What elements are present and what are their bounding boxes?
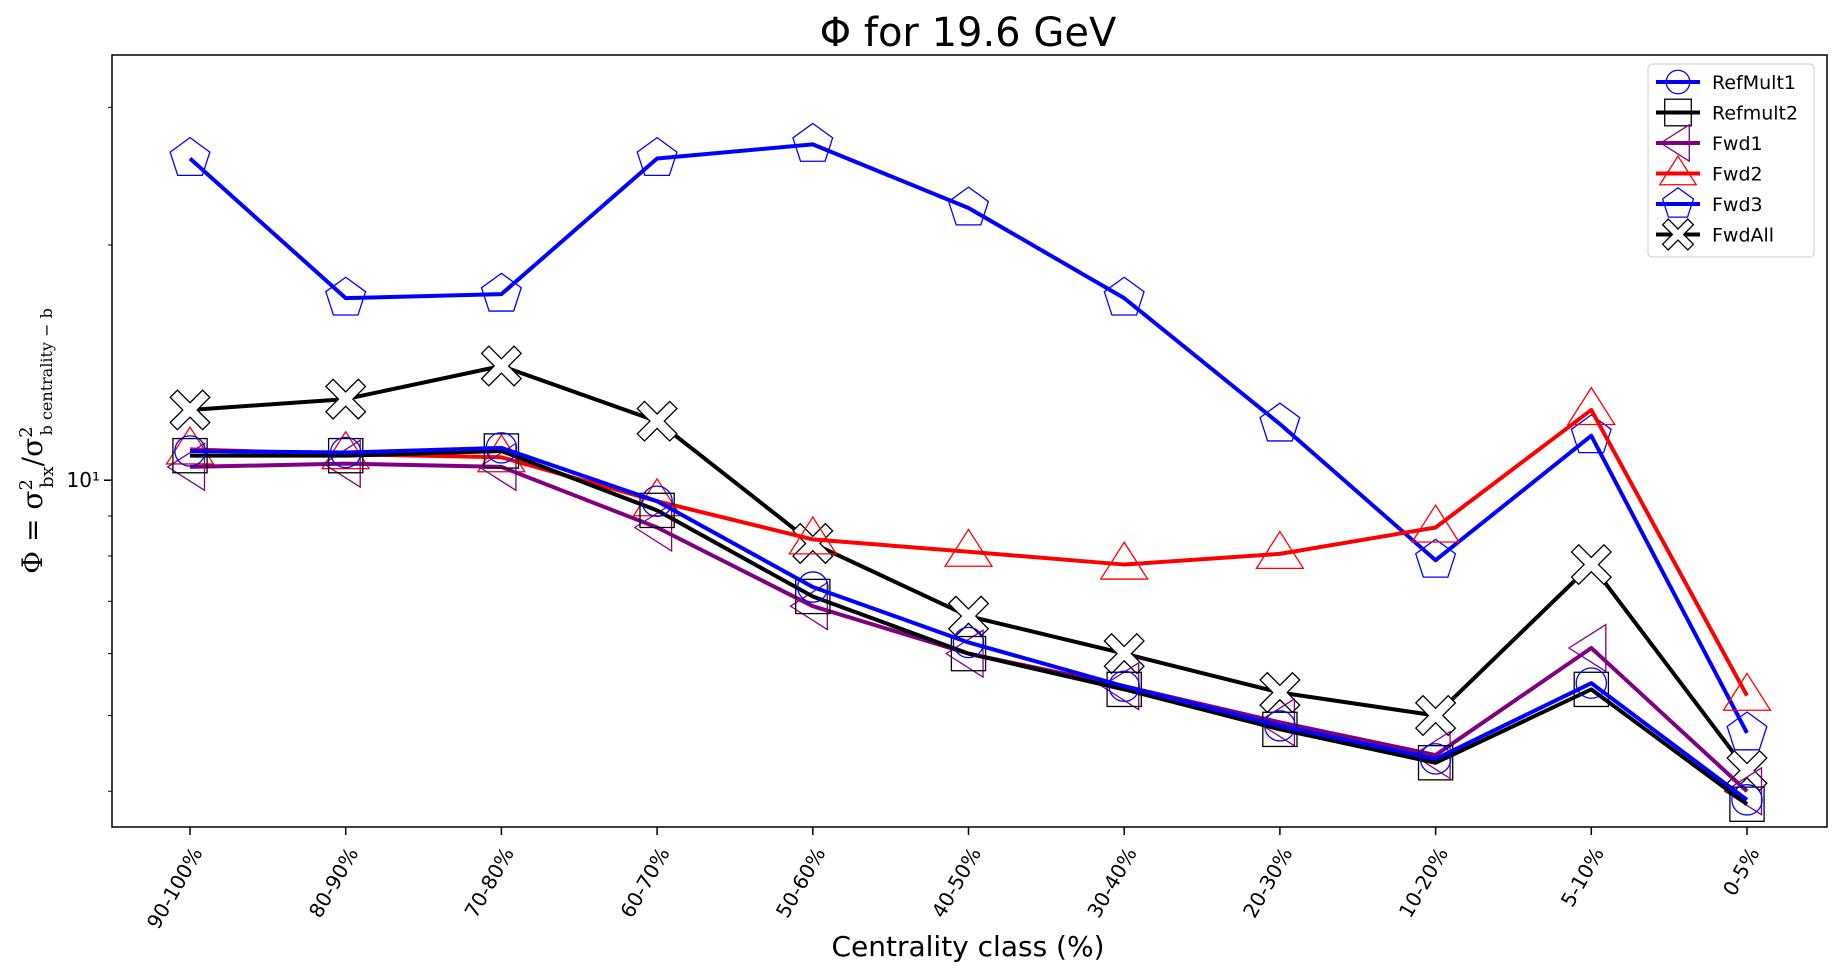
data-point (1731, 784, 1763, 816)
legend-marker (1665, 69, 1691, 95)
data-point (1567, 623, 1607, 673)
x-tick-label: 50-60% (771, 843, 830, 922)
data-point (477, 442, 517, 492)
data-point (324, 378, 367, 420)
data-point (1414, 694, 1457, 737)
legend-item: Refmult2 (1656, 98, 1798, 127)
series-line (190, 448, 1749, 806)
x-tick-label: 30-40% (1082, 843, 1141, 922)
y-tick-label: 10¹ (67, 468, 100, 492)
data-point (1414, 538, 1457, 578)
chart-title: Φ for 19.6 GeV (820, 10, 1117, 56)
data-point (950, 635, 987, 672)
data-point (480, 345, 523, 387)
data-point (1108, 670, 1140, 703)
data-point (174, 435, 206, 467)
data-point (1103, 632, 1145, 675)
data-point (169, 389, 211, 431)
data-point (943, 528, 994, 567)
y-axis: 10¹ (67, 106, 112, 792)
data-point (1259, 402, 1301, 442)
legend-item: FwdAll (1656, 218, 1774, 251)
legend-item: Fwd3 (1656, 186, 1763, 218)
data-point (1410, 503, 1461, 543)
x-tick-label: 10-20% (1394, 843, 1453, 922)
x-tick-label: 20-30% (1238, 843, 1297, 922)
legend-item: RefMult1 (1656, 69, 1796, 95)
data-point (480, 272, 523, 312)
data-point (636, 400, 678, 442)
data-point (952, 626, 985, 659)
legend-label: RefMult1 (1712, 72, 1796, 94)
data-point (1417, 745, 1454, 781)
legend-item: Fwd2 (1656, 154, 1763, 186)
data-point (947, 186, 990, 226)
legend-marker (1664, 98, 1692, 127)
x-axis-label: Centrality class (%) (831, 930, 1104, 963)
x-tick-label: 80-90% (304, 843, 363, 922)
data-point (792, 522, 834, 565)
series-line (189, 407, 1749, 697)
data-point (792, 122, 834, 162)
data-point (947, 595, 990, 637)
data-point (1722, 672, 1772, 711)
legend-marker (1658, 154, 1698, 186)
legend-marker (1661, 218, 1695, 251)
plot-area (111, 54, 1828, 828)
series-refmult1 (174, 432, 1763, 816)
legend-label: Refmult2 (1712, 103, 1798, 125)
y-axis-label: Φ = σ2bx/σ2b centrality − b (16, 308, 58, 574)
x-tick-label: 5-10% (1556, 843, 1609, 911)
series-fwd3 (169, 122, 1768, 751)
x-tick-label: 0-5% (1718, 843, 1765, 900)
x-tick-label: 60-70% (615, 843, 674, 922)
data-point (1419, 743, 1452, 775)
data-point (1103, 276, 1145, 316)
x-axis: 90-100% 80-90% 70-80% 60-70% 50-60% 40-50% 30-… (142, 827, 1765, 933)
data-point (641, 485, 673, 517)
data-point (1566, 386, 1616, 426)
data-point (1255, 530, 1305, 570)
legend-marker (1659, 123, 1690, 163)
legend-label: Fwd2 (1712, 164, 1763, 186)
data-point (795, 578, 831, 615)
data-point (329, 436, 362, 469)
data-point (788, 515, 838, 555)
data-point (485, 432, 518, 464)
data-point (483, 433, 520, 469)
x-tick-label: 90-100% (142, 843, 208, 933)
data-point (797, 571, 829, 603)
series-layer (165, 122, 1772, 822)
data-point (165, 425, 215, 465)
data-point (1726, 711, 1768, 751)
legend-label: Fwd1 (1712, 133, 1763, 155)
data-point (1729, 786, 1765, 822)
data-point (325, 276, 367, 316)
x-tick-label: 70-80% (460, 843, 519, 922)
series-line (189, 445, 1749, 802)
data-point (1570, 414, 1612, 454)
data-point (1099, 541, 1149, 580)
data-point (166, 442, 206, 492)
legend-marker (1661, 186, 1695, 218)
series-fwd2 (165, 386, 1772, 711)
data-point (636, 136, 678, 177)
data-point (327, 437, 364, 474)
data-point (1575, 667, 1608, 699)
series-line (189, 364, 1749, 772)
data-point (1264, 710, 1296, 742)
series-line (188, 142, 1749, 734)
legend: RefMult1 Refmult2 Fwd1 Fwd2 Fwd3 FwdAll (1647, 63, 1815, 258)
legend-label: FwdAll (1712, 225, 1774, 247)
x-tick-label: 40-50% (927, 843, 986, 922)
data-point (1570, 543, 1613, 586)
series-fwdall (169, 345, 1768, 792)
legend-item: Fwd1 (1656, 123, 1763, 163)
data-point (169, 136, 211, 177)
data-point (172, 437, 208, 474)
legend-label: Fwd3 (1712, 194, 1763, 216)
